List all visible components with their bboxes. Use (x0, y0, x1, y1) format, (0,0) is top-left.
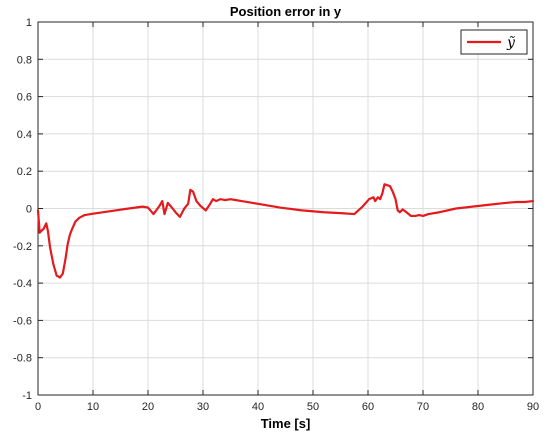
y-tick-label: 1 (26, 17, 32, 29)
y-tick-label: 0.4 (17, 129, 32, 141)
y-tick-label: -0.6 (13, 315, 32, 327)
x-tick-label: 20 (142, 401, 154, 413)
x-tick-label: 90 (527, 401, 539, 413)
x-tick-label: 0 (35, 401, 41, 413)
y-tick-label: -0.8 (13, 353, 32, 365)
x-tick-label: 70 (417, 401, 429, 413)
y-tick-label: 0 (26, 204, 32, 216)
x-tick-label: 10 (87, 401, 99, 413)
x-axis-label: Time [s] (261, 416, 311, 431)
x-tick-label: 60 (362, 401, 374, 413)
y-tick-label: 0.2 (17, 166, 32, 178)
x-tick-label: 30 (197, 401, 209, 413)
x-axis: 0 10 20 30 40 50 60 70 80 90 (35, 22, 539, 413)
legend: ỹ (460, 29, 528, 55)
x-tick-label: 50 (307, 401, 319, 413)
y-tick-label: 0.6 (17, 92, 32, 104)
chart-title: Position error in y (230, 4, 342, 19)
legend-label: ỹ (506, 35, 516, 51)
y-tick-label: 0.8 (17, 54, 32, 66)
y-tick-label: -1 (22, 390, 32, 402)
series-line (36, 183, 535, 279)
y-tick-label: -0.2 (13, 241, 32, 253)
x-tick-label: 80 (472, 401, 484, 413)
y-tick-label: -0.4 (13, 278, 32, 290)
x-tick-label: 40 (252, 401, 264, 413)
y-axis: -1 -0.8 -0.6 -0.4 -0.2 0 0.2 0.4 0.6 0.8 1 (13, 17, 533, 402)
series-layer (36, 183, 535, 279)
